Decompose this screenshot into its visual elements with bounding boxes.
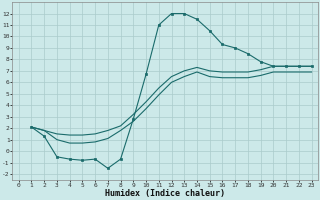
X-axis label: Humidex (Indice chaleur): Humidex (Indice chaleur) bbox=[105, 189, 225, 198]
